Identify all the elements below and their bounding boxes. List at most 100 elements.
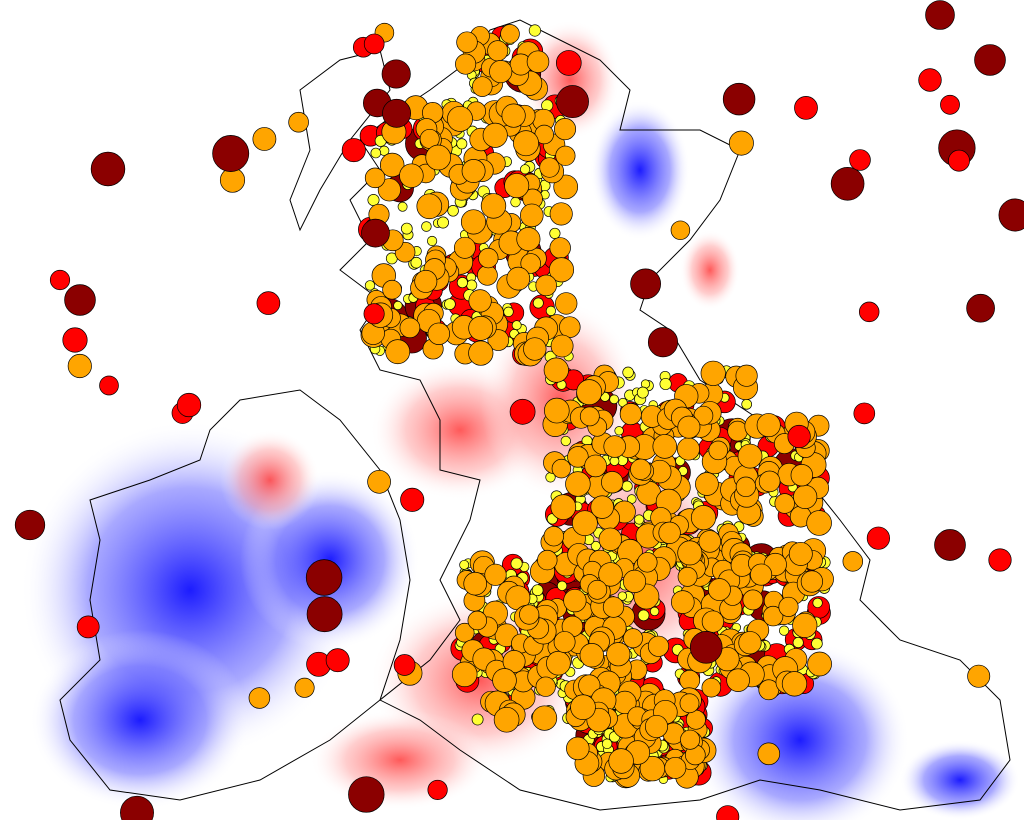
- station-marker-orange[interactable]: [601, 471, 624, 494]
- station-marker-orange[interactable]: [504, 173, 530, 199]
- station-marker-yellow[interactable]: [590, 540, 601, 551]
- station-marker-orange[interactable]: [670, 220, 691, 241]
- station-marker-yellow[interactable]: [520, 164, 531, 175]
- station-marker-orange[interactable]: [549, 202, 573, 226]
- station-marker-yellow[interactable]: [549, 227, 561, 239]
- station-marker-dark-red[interactable]: [925, 0, 955, 30]
- station-marker-orange[interactable]: [399, 163, 424, 188]
- station-marker-orange[interactable]: [726, 668, 750, 693]
- station-marker-orange[interactable]: [566, 736, 590, 761]
- station-marker-orange[interactable]: [608, 748, 634, 774]
- station-marker-orange[interactable]: [701, 610, 725, 633]
- station-marker-orange[interactable]: [553, 118, 577, 141]
- station-marker-yellow[interactable]: [511, 320, 522, 331]
- station-marker-orange[interactable]: [535, 274, 557, 297]
- station-marker-yellow[interactable]: [636, 386, 649, 399]
- station-marker-yellow[interactable]: [421, 221, 432, 232]
- station-marker-yellow[interactable]: [741, 398, 753, 410]
- station-marker-orange[interactable]: [501, 103, 526, 128]
- station-marker-orange[interactable]: [563, 588, 587, 613]
- station-marker-orange[interactable]: [482, 122, 508, 148]
- station-marker-orange[interactable]: [792, 612, 818, 638]
- station-marker-orange[interactable]: [738, 631, 762, 655]
- station-marker-orange[interactable]: [707, 578, 731, 602]
- station-marker-orange[interactable]: [587, 579, 608, 600]
- station-marker-orange[interactable]: [294, 677, 315, 698]
- station-marker-orange[interactable]: [781, 671, 808, 697]
- station-marker-orange[interactable]: [548, 257, 575, 283]
- station-marker-yellow[interactable]: [556, 580, 568, 591]
- station-marker-yellow[interactable]: [367, 193, 380, 207]
- station-marker-orange[interactable]: [456, 31, 478, 53]
- station-marker-dark-red[interactable]: [90, 151, 126, 187]
- station-marker-orange[interactable]: [598, 562, 623, 587]
- station-marker-red[interactable]: [940, 94, 960, 115]
- station-marker-yellow[interactable]: [364, 280, 376, 291]
- station-marker-orange[interactable]: [701, 677, 722, 698]
- station-marker-orange[interactable]: [606, 642, 631, 667]
- station-marker-yellow[interactable]: [510, 557, 523, 570]
- station-marker-orange[interactable]: [487, 40, 509, 62]
- station-marker-red[interactable]: [62, 327, 88, 353]
- station-marker-yellow[interactable]: [659, 377, 672, 391]
- station-marker-orange[interactable]: [454, 622, 475, 643]
- station-marker-orange[interactable]: [728, 130, 754, 156]
- station-marker-orange[interactable]: [463, 571, 488, 596]
- station-marker-orange[interactable]: [579, 406, 600, 427]
- station-marker-yellow[interactable]: [456, 277, 468, 289]
- station-marker-yellow[interactable]: [622, 366, 634, 379]
- station-marker-yellow[interactable]: [609, 456, 620, 466]
- station-marker-orange[interactable]: [549, 237, 571, 259]
- station-marker-orange[interactable]: [484, 563, 507, 586]
- station-marker-orange[interactable]: [690, 505, 717, 531]
- station-marker-orange[interactable]: [472, 76, 493, 97]
- station-marker-orange[interactable]: [520, 253, 541, 274]
- station-marker-orange[interactable]: [468, 289, 492, 313]
- station-marker-red[interactable]: [363, 33, 385, 55]
- station-marker-orange[interactable]: [399, 317, 421, 339]
- station-marker-red[interactable]: [794, 96, 818, 120]
- station-marker-orange[interactable]: [602, 596, 625, 618]
- station-marker-orange[interactable]: [520, 203, 544, 228]
- station-marker-yellow[interactable]: [634, 514, 645, 525]
- station-marker-yellow[interactable]: [617, 591, 628, 601]
- station-marker-orange[interactable]: [647, 635, 670, 657]
- station-marker-dark-red[interactable]: [998, 198, 1024, 232]
- station-marker-orange[interactable]: [425, 144, 452, 171]
- station-marker-orange[interactable]: [367, 469, 391, 494]
- station-marker-orange[interactable]: [630, 458, 652, 480]
- station-marker-orange[interactable]: [478, 247, 499, 269]
- station-marker-dark-red[interactable]: [382, 98, 412, 128]
- station-marker-dark-red[interactable]: [689, 630, 723, 664]
- station-marker-orange[interactable]: [546, 650, 571, 676]
- station-marker-orange[interactable]: [467, 610, 488, 631]
- station-marker-red[interactable]: [256, 291, 281, 315]
- station-marker-orange[interactable]: [677, 540, 703, 566]
- station-marker-dark-red[interactable]: [974, 44, 1006, 76]
- station-marker-orange[interactable]: [385, 339, 411, 365]
- station-marker-orange[interactable]: [551, 458, 572, 479]
- station-marker-orange[interactable]: [492, 668, 517, 693]
- station-marker-orange[interactable]: [679, 669, 701, 691]
- station-marker-orange[interactable]: [774, 493, 795, 514]
- station-marker-orange[interactable]: [750, 563, 773, 586]
- station-marker-orange[interactable]: [377, 178, 401, 202]
- station-marker-orange[interactable]: [708, 440, 728, 461]
- station-marker-red[interactable]: [49, 269, 71, 291]
- station-marker-orange[interactable]: [379, 152, 405, 178]
- station-marker-orange[interactable]: [519, 604, 540, 625]
- station-marker-orange[interactable]: [516, 227, 541, 252]
- station-marker-yellow[interactable]: [531, 584, 544, 597]
- station-marker-yellow[interactable]: [649, 606, 660, 617]
- station-marker-orange[interactable]: [757, 742, 781, 766]
- station-marker-yellow[interactable]: [459, 559, 470, 570]
- station-marker-orange[interactable]: [603, 435, 626, 458]
- station-marker-red[interactable]: [509, 398, 536, 425]
- station-marker-orange[interactable]: [742, 589, 764, 611]
- station-marker-orange[interactable]: [842, 551, 864, 572]
- station-marker-orange[interactable]: [555, 292, 578, 315]
- station-marker-orange[interactable]: [567, 446, 589, 468]
- station-marker-yellow[interactable]: [560, 435, 571, 447]
- station-marker-orange[interactable]: [671, 590, 695, 614]
- station-marker-orange[interactable]: [447, 105, 473, 132]
